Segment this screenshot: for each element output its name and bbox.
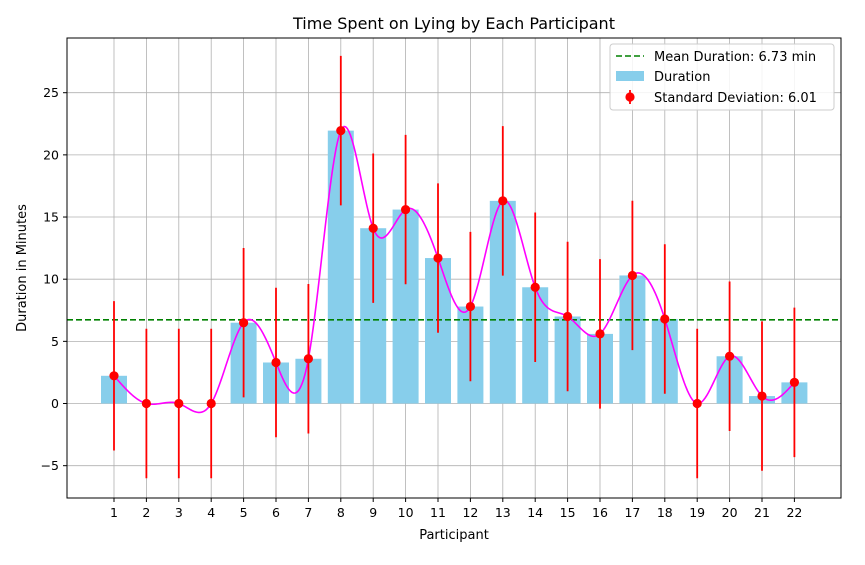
bars [101, 130, 808, 404]
plot-frame [66, 37, 842, 499]
data-point [757, 391, 767, 401]
data-point [789, 377, 800, 387]
y-axis-title: Duration in Minutes [15, 204, 30, 332]
data-point [336, 126, 346, 136]
x-tick-label: 4 [207, 505, 215, 520]
legend-errorbar-marker [625, 92, 635, 102]
y-tick-label: 20 [43, 147, 59, 162]
legend-mean-label: Mean Duration: 6.73 min [654, 50, 816, 65]
x-tick-label: 22 [786, 505, 802, 520]
legend: Mean Duration: 6.73 min Duration Standard … [609, 43, 835, 111]
data-point [692, 398, 702, 409]
x-tick-label: 20 [722, 505, 738, 520]
x-tick-label: 1 [110, 505, 118, 520]
smooth-curve-group [113, 125, 796, 414]
x-tick-label: 14 [527, 505, 543, 520]
x-tick-label: 16 [592, 505, 608, 520]
legend-bar-swatch [616, 71, 644, 81]
x-tick-label: 5 [240, 505, 248, 520]
smooth-curve [113, 125, 796, 414]
x-tick-label: 21 [754, 505, 770, 520]
data-point [660, 314, 670, 324]
data-point [271, 357, 281, 368]
data-point [595, 329, 605, 339]
data-point [498, 196, 508, 206]
x-tick-label: 18 [657, 505, 673, 520]
data-point [725, 351, 735, 361]
y-tick-label: 15 [43, 210, 59, 225]
x-tick-label: 15 [560, 505, 576, 520]
x-tick-label: 7 [304, 505, 312, 520]
x-tick-label: 9 [369, 505, 377, 520]
data-point [563, 311, 573, 322]
y-tick-label: 10 [43, 272, 59, 287]
data-point [627, 270, 638, 281]
x-tick-label: 19 [689, 505, 705, 520]
x-tick-label: 2 [142, 505, 150, 520]
data-point [401, 204, 411, 215]
chart-title: Time Spent on Lying by Each Participant [292, 14, 615, 33]
data-point [206, 398, 216, 409]
error-bars [109, 55, 800, 479]
legend-box [609, 43, 835, 111]
data-point [433, 253, 443, 263]
data-point [109, 371, 119, 381]
x-tick-label: 8 [337, 505, 345, 520]
x-tick-label: 12 [462, 505, 478, 520]
data-point [141, 398, 151, 409]
x-tick-label: 13 [495, 505, 511, 520]
x-tick-label: 6 [272, 505, 280, 520]
x-tick-label: 3 [175, 505, 183, 520]
data-point [239, 318, 249, 328]
y-tick-label: −5 [41, 458, 59, 473]
y-tick-label: 0 [51, 396, 59, 411]
data-point [303, 354, 313, 364]
x-tick-label: 10 [398, 505, 414, 520]
y-tick-label: 5 [51, 334, 59, 349]
data-point [465, 301, 475, 312]
y-tick-label: 25 [43, 85, 59, 100]
x-axis-title: Participant [419, 528, 489, 543]
data-point [368, 223, 378, 233]
axes [63, 37, 842, 502]
data-point [530, 282, 540, 292]
legend-bar-label: Duration [654, 70, 710, 85]
x-tick-label: 17 [624, 505, 640, 520]
legend-errorbar-label: Standard Deviation: 6.01 [654, 91, 817, 106]
data-point [174, 398, 184, 409]
x-tick-label: 11 [430, 505, 446, 520]
